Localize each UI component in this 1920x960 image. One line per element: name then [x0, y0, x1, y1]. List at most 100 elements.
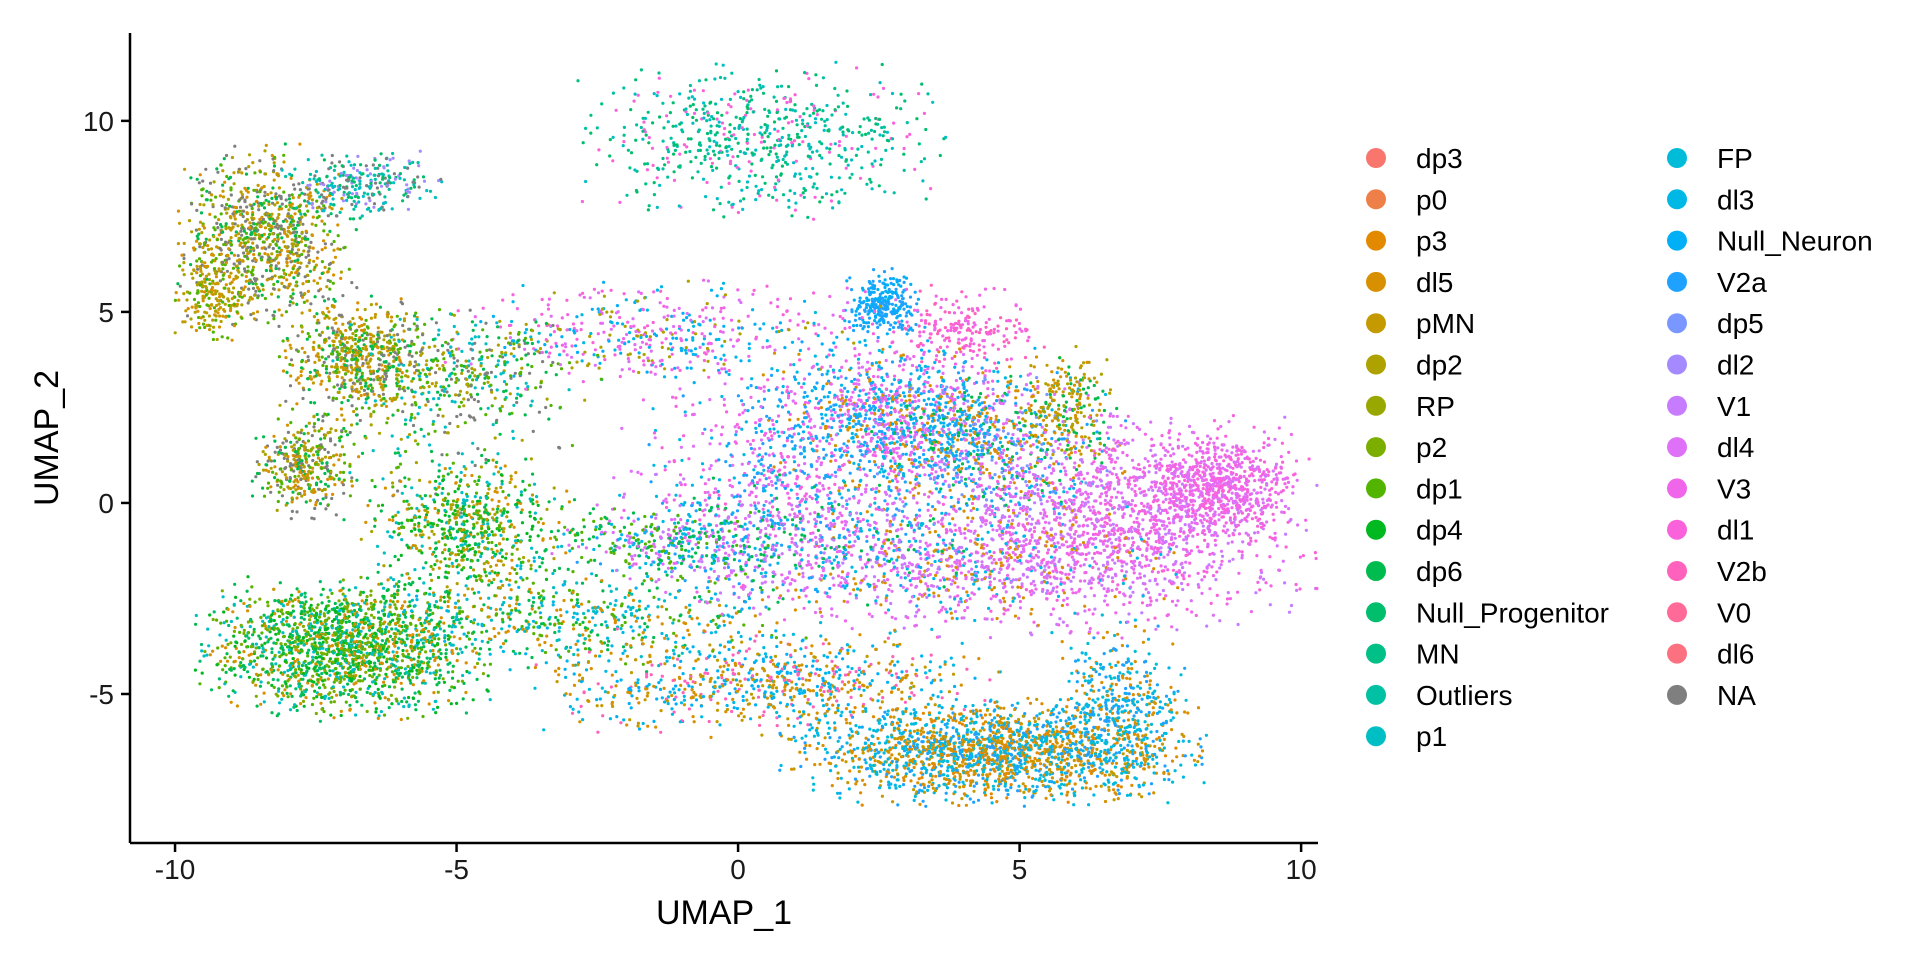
- data-point: [763, 107, 767, 111]
- data-point: [418, 529, 422, 533]
- data-point: [807, 175, 812, 179]
- data-point: [385, 163, 389, 167]
- data-point: [273, 439, 277, 443]
- data-point: [185, 298, 189, 302]
- data-point: [895, 106, 899, 110]
- data-point: [231, 610, 235, 614]
- data-point: [278, 232, 282, 236]
- data-point: [666, 160, 671, 164]
- data-point: [416, 412, 420, 416]
- data-point: [749, 94, 753, 98]
- data-point: [717, 151, 721, 155]
- data-point: [410, 412, 414, 417]
- data-point: [528, 514, 532, 518]
- data-point: [261, 221, 265, 225]
- data-point: [189, 317, 193, 321]
- data-point: [773, 143, 777, 147]
- data-point: [365, 602, 369, 606]
- data-point: [305, 264, 309, 268]
- data-point: [274, 264, 278, 268]
- data-point: [269, 636, 273, 640]
- data-point: [373, 664, 377, 668]
- data-point: [461, 505, 465, 509]
- data-point: [262, 691, 266, 695]
- data-point: [401, 199, 405, 203]
- data-point: [330, 161, 334, 165]
- data-point: [331, 359, 335, 363]
- data-point: [669, 94, 673, 98]
- data-point: [320, 489, 324, 493]
- data-point: [474, 491, 479, 495]
- data-point: [428, 608, 432, 612]
- data-point: [315, 650, 319, 654]
- data-point: [714, 102, 718, 106]
- data-point: [411, 580, 415, 585]
- data-point: [469, 565, 473, 570]
- data-point: [219, 659, 223, 664]
- data-point: [426, 399, 430, 404]
- data-point: [260, 282, 264, 286]
- data-point: [424, 561, 428, 565]
- data-point: [352, 166, 356, 170]
- data-point: [375, 544, 380, 549]
- data-point: [492, 472, 496, 476]
- data-point: [727, 103, 731, 107]
- data-point: [217, 218, 221, 222]
- data-point: [272, 459, 277, 463]
- data-point: [212, 610, 216, 614]
- data-point: [311, 453, 316, 457]
- data-point: [595, 126, 599, 130]
- data-point: [190, 202, 194, 206]
- data-point: [436, 413, 440, 417]
- data-point: [313, 429, 317, 433]
- data-point: [337, 370, 341, 374]
- data-point: [484, 413, 488, 417]
- data-point: [382, 551, 386, 555]
- data-point: [288, 708, 293, 712]
- data-point: [475, 502, 479, 506]
- data-point: [273, 476, 277, 480]
- data-point: [427, 443, 432, 447]
- data-point: [386, 169, 390, 173]
- data-point: [486, 547, 490, 551]
- data-point: [291, 363, 295, 367]
- data-point: [708, 118, 712, 122]
- data-point: [296, 334, 300, 338]
- data-point: [419, 660, 424, 664]
- data-point: [505, 537, 509, 541]
- data-point: [337, 352, 341, 356]
- data-point: [484, 496, 489, 500]
- data-point: [285, 423, 290, 427]
- data-point: [340, 196, 344, 201]
- data-point: [425, 666, 429, 671]
- data-point: [178, 264, 182, 268]
- data-point: [276, 478, 280, 482]
- data-point: [672, 142, 676, 147]
- data-point: [926, 92, 930, 96]
- data-point: [395, 314, 399, 318]
- data-point: [244, 231, 248, 235]
- data-point: [213, 228, 217, 232]
- data-point: [319, 480, 323, 484]
- data-point: [451, 564, 455, 569]
- data-point: [238, 198, 242, 202]
- data-point: [413, 390, 417, 394]
- data-point: [348, 464, 352, 468]
- data-point: [423, 494, 427, 498]
- data-point: [280, 202, 284, 206]
- data-point: [530, 341, 535, 346]
- data-point: [490, 530, 494, 534]
- data-point: [293, 226, 298, 230]
- data-point: [290, 445, 294, 449]
- data-point: [372, 392, 376, 396]
- data-point: [334, 428, 338, 433]
- data-point: [801, 191, 805, 195]
- data-point: [243, 285, 247, 289]
- data-point: [812, 217, 816, 221]
- data-point: [673, 148, 678, 152]
- data-point: [643, 162, 647, 166]
- data-point: [377, 351, 381, 355]
- data-point: [204, 237, 208, 241]
- data-point: [284, 619, 289, 623]
- data-point: [236, 268, 240, 272]
